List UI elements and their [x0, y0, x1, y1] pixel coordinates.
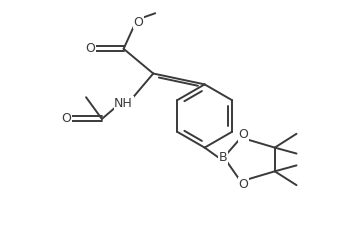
Text: O: O [238, 128, 248, 141]
Text: O: O [134, 16, 143, 29]
Text: O: O [238, 178, 248, 191]
Text: O: O [61, 112, 71, 125]
Text: O: O [85, 42, 95, 55]
Text: B: B [219, 151, 228, 164]
Text: NH: NH [114, 97, 133, 110]
